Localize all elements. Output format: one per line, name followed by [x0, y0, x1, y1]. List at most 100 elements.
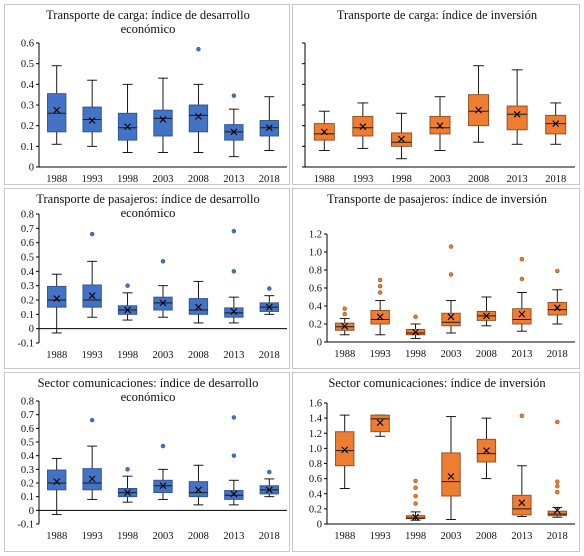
x-tick-label: 2018 [259, 350, 280, 361]
mean-marker [475, 106, 482, 114]
outlier-point [413, 501, 418, 506]
mean-marker [553, 506, 561, 514]
y-tick-label: 0 [29, 506, 34, 517]
y-tick-label: 0.2 [309, 320, 322, 331]
y-tick-label: 0.8 [21, 397, 34, 408]
iqr-box [547, 510, 567, 517]
x-tick-label: 1998 [117, 174, 138, 185]
mean-marker [341, 446, 349, 454]
box-1998 [405, 478, 426, 521]
chart-pasajeros-desarrollo: Transporte de pasajeros: índice de desar… [4, 188, 290, 369]
x-tick-label: 2003 [441, 531, 462, 542]
mean-marker [230, 490, 238, 498]
mean-marker [376, 419, 384, 427]
x-tick-label: 2008 [468, 174, 489, 185]
box-2018 [259, 96, 279, 151]
outlier-point [160, 443, 166, 449]
y-tick-label: 0.6 [21, 424, 34, 435]
outlier-point [377, 283, 383, 289]
y-tick-label: 0.2 [21, 296, 34, 307]
chart-title-line: económico [121, 390, 176, 404]
y-tick-label: 0.3 [21, 465, 34, 476]
outlier-point [89, 231, 95, 237]
mean-marker [483, 312, 490, 320]
chart-comunicaciones-inversion: Sector comunicaciones: índice de inversi… [292, 372, 580, 552]
x-tick-label: 2013 [511, 531, 532, 542]
box-2018 [259, 286, 279, 315]
x-tick-label: 2008 [188, 531, 209, 542]
iqr-box [547, 301, 567, 316]
chart-title-line: económico [121, 22, 176, 36]
box-2013 [224, 93, 244, 158]
mean-marker [88, 117, 96, 124]
chart-svg: Transporte de carga: índice de inversión… [302, 8, 575, 185]
box-2018 [545, 102, 567, 145]
y-tick-label: 0.3 [21, 281, 34, 292]
box-2003 [441, 244, 461, 334]
mean-marker [436, 122, 444, 130]
outlier-point [555, 419, 560, 425]
y-tick-label: 0.1 [21, 492, 34, 503]
y-tick-label: 0.6 [21, 39, 34, 50]
chart-svg: Sector comunicaciones: índice de desarro… [17, 376, 287, 542]
chart-title-line: Transporte de pasajeros: índice de inver… [327, 192, 548, 206]
y-tick-label: 0.4 [21, 267, 35, 278]
box-2003 [441, 416, 461, 520]
box-1998 [405, 314, 426, 339]
y-tick-label: 1.4 [309, 414, 323, 425]
x-tick-label: 1993 [82, 350, 103, 361]
y-tick-label: 0.5 [21, 438, 34, 449]
y-tick-label: 0.8 [21, 210, 34, 221]
chart-title-line: Sector comunicaciones: índice de inversi… [328, 376, 546, 390]
box-2003 [153, 259, 173, 318]
outlier-point [267, 286, 272, 291]
chart-title-line: Transporte de pasajeros: índice de desar… [36, 192, 259, 206]
y-tick-label: 0.7 [21, 224, 34, 235]
x-tick-label: 2003 [153, 350, 174, 361]
iqr-box [153, 109, 173, 137]
outlier-point [413, 493, 418, 499]
y-tick-label: 1.0 [309, 248, 322, 259]
x-tick-label: 2008 [476, 349, 497, 360]
outlier-point [377, 290, 383, 295]
mean-marker [159, 299, 167, 307]
x-tick-label: 2008 [476, 531, 497, 542]
box-2018 [547, 268, 567, 325]
x-tick-label: 1988 [46, 174, 67, 185]
x-tick-label: 2003 [153, 174, 174, 185]
outlier-point [555, 479, 560, 484]
box-2008 [476, 296, 497, 327]
mean-marker [124, 306, 131, 314]
x-tick-label: 2008 [188, 174, 209, 185]
mean-marker [447, 313, 455, 321]
mean-marker [159, 482, 167, 490]
box-2003 [153, 77, 173, 153]
box-2013 [224, 228, 244, 324]
outlier-point [519, 276, 525, 282]
mean-marker [88, 475, 96, 483]
x-tick-label: 2018 [547, 349, 568, 360]
x-tick-label: 2013 [223, 531, 244, 542]
box-2003 [429, 96, 451, 151]
x-tick-label: 1993 [352, 174, 373, 185]
box-1993 [352, 102, 374, 149]
x-tick-label: 2013 [507, 174, 528, 185]
y-tick-label: 0.6 [21, 238, 34, 249]
x-tick-label: 2003 [153, 531, 174, 542]
y-tick-label: 0.2 [21, 121, 34, 132]
y-tick-label: 1.0 [309, 444, 322, 455]
x-tick-label: 2003 [441, 349, 462, 360]
x-tick-label: 2018 [259, 174, 280, 185]
outlier-point [413, 485, 418, 490]
mean-marker [195, 303, 202, 311]
mean-marker [53, 295, 61, 302]
y-tick-label: 1.6 [309, 399, 322, 410]
mean-marker [412, 513, 419, 521]
outlier-point [377, 277, 383, 283]
chart-comunicaciones-desarrollo: Sector comunicaciones: índice de desarro… [4, 372, 290, 552]
iqr-box [512, 494, 532, 516]
mean-marker [265, 486, 273, 494]
y-tick-label: 0.6 [309, 284, 322, 295]
chart-carga-desarrollo: Transporte de carga: índice de desarroll… [4, 4, 290, 185]
box-1993 [370, 414, 390, 437]
